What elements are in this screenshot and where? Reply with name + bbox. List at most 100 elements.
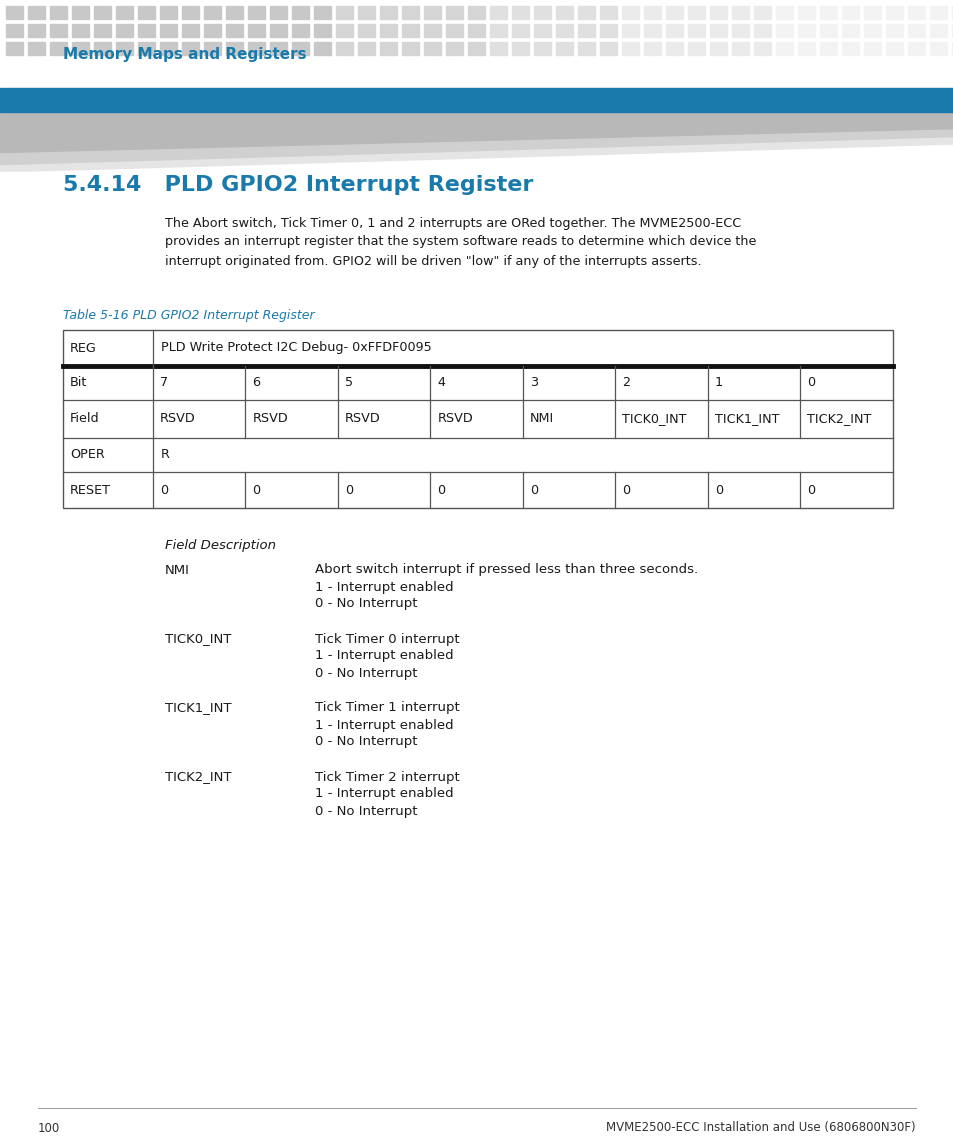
- Bar: [775, 42, 792, 55]
- Text: 0 - No Interrupt: 0 - No Interrupt: [314, 805, 417, 818]
- Text: RSVD: RSVD: [160, 412, 195, 426]
- Text: 3: 3: [530, 377, 537, 389]
- Text: 7: 7: [160, 377, 168, 389]
- Bar: [401, 42, 418, 55]
- Bar: [753, 24, 770, 37]
- Text: REG: REG: [70, 341, 96, 355]
- Bar: [116, 6, 132, 19]
- Text: RSVD: RSVD: [253, 412, 288, 426]
- Bar: [556, 24, 573, 37]
- Bar: [50, 42, 67, 55]
- Text: 0: 0: [806, 483, 815, 497]
- Text: 0: 0: [160, 483, 168, 497]
- Text: Field: Field: [70, 412, 99, 426]
- Bar: [423, 24, 440, 37]
- Bar: [248, 24, 265, 37]
- Bar: [116, 42, 132, 55]
- Text: Bit: Bit: [70, 377, 88, 389]
- Bar: [357, 24, 375, 37]
- Bar: [599, 6, 617, 19]
- Text: 0 - No Interrupt: 0 - No Interrupt: [314, 735, 417, 749]
- Bar: [643, 6, 660, 19]
- Text: 6: 6: [253, 377, 260, 389]
- Text: PLD Write Protect I2C Debug- 0xFFDF0095: PLD Write Protect I2C Debug- 0xFFDF0095: [161, 341, 432, 355]
- Bar: [863, 24, 880, 37]
- Text: 0: 0: [622, 483, 630, 497]
- Bar: [226, 6, 243, 19]
- Bar: [885, 42, 902, 55]
- Bar: [665, 6, 682, 19]
- Bar: [951, 6, 953, 19]
- Bar: [951, 42, 953, 55]
- Bar: [621, 42, 639, 55]
- Text: NMI: NMI: [165, 563, 190, 576]
- Bar: [797, 42, 814, 55]
- Bar: [423, 6, 440, 19]
- Text: OPER: OPER: [70, 449, 105, 461]
- Text: 0 - No Interrupt: 0 - No Interrupt: [314, 666, 417, 679]
- Text: 100: 100: [38, 1121, 60, 1135]
- Bar: [490, 6, 506, 19]
- Text: TICK2_INT: TICK2_INT: [165, 771, 232, 783]
- Bar: [534, 24, 551, 37]
- Bar: [731, 42, 748, 55]
- Bar: [578, 6, 595, 19]
- Text: 5.4.14   PLD GPIO2 Interrupt Register: 5.4.14 PLD GPIO2 Interrupt Register: [63, 175, 533, 195]
- Bar: [665, 24, 682, 37]
- Bar: [929, 42, 946, 55]
- Bar: [50, 24, 67, 37]
- Bar: [687, 24, 704, 37]
- Text: The Abort switch, Tick Timer 0, 1 and 2 interrupts are ORed together. The MVME25: The Abort switch, Tick Timer 0, 1 and 2 …: [165, 216, 740, 229]
- Bar: [556, 42, 573, 55]
- Text: provides an interrupt register that the system software reads to determine which: provides an interrupt register that the …: [165, 236, 756, 248]
- Text: 0: 0: [437, 483, 445, 497]
- Bar: [578, 24, 595, 37]
- Text: MVME2500-ECC Installation and Use (6806800N30F): MVME2500-ECC Installation and Use (68068…: [606, 1121, 915, 1135]
- Bar: [775, 24, 792, 37]
- Bar: [512, 6, 529, 19]
- Bar: [270, 42, 287, 55]
- Bar: [63, 330, 892, 508]
- Bar: [270, 24, 287, 37]
- Bar: [160, 6, 177, 19]
- Bar: [578, 42, 595, 55]
- Bar: [379, 42, 396, 55]
- Bar: [335, 24, 353, 37]
- Text: Table 5-16 PLD GPIO2 Interrupt Register: Table 5-16 PLD GPIO2 Interrupt Register: [63, 308, 314, 322]
- Bar: [534, 42, 551, 55]
- Text: Tick Timer 2 interrupt: Tick Timer 2 interrupt: [314, 771, 459, 783]
- Bar: [379, 6, 396, 19]
- Bar: [0, 88, 953, 112]
- Bar: [94, 24, 111, 37]
- Bar: [556, 6, 573, 19]
- Bar: [357, 42, 375, 55]
- Bar: [446, 6, 462, 19]
- Text: 1 - Interrupt enabled: 1 - Interrupt enabled: [314, 719, 453, 732]
- Text: Field Description: Field Description: [165, 539, 275, 553]
- Bar: [731, 24, 748, 37]
- Text: 1 - Interrupt enabled: 1 - Interrupt enabled: [314, 788, 453, 800]
- Bar: [28, 24, 45, 37]
- Bar: [468, 42, 484, 55]
- Bar: [357, 6, 375, 19]
- Bar: [314, 6, 331, 19]
- Bar: [534, 6, 551, 19]
- Bar: [929, 6, 946, 19]
- Text: 1: 1: [714, 377, 722, 389]
- Bar: [94, 42, 111, 55]
- Bar: [204, 24, 221, 37]
- Bar: [226, 24, 243, 37]
- Bar: [182, 42, 199, 55]
- Bar: [270, 6, 287, 19]
- Bar: [951, 24, 953, 37]
- Polygon shape: [0, 131, 953, 166]
- Bar: [753, 42, 770, 55]
- Bar: [709, 24, 726, 37]
- Bar: [160, 24, 177, 37]
- Bar: [753, 6, 770, 19]
- Bar: [446, 42, 462, 55]
- Text: 4: 4: [437, 377, 445, 389]
- Bar: [6, 6, 23, 19]
- Bar: [907, 24, 924, 37]
- Bar: [797, 24, 814, 37]
